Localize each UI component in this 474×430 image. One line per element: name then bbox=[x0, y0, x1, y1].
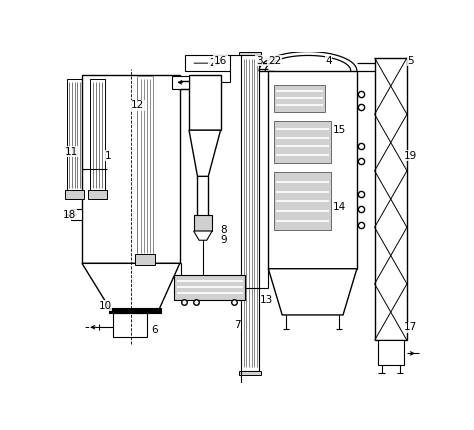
Text: 8: 8 bbox=[220, 225, 227, 235]
Bar bbox=[65, 190, 83, 200]
Text: 1: 1 bbox=[105, 150, 111, 160]
Text: 2: 2 bbox=[209, 58, 216, 68]
Bar bbox=[274, 85, 325, 112]
Text: 22: 22 bbox=[268, 56, 281, 66]
Bar bbox=[194, 215, 212, 231]
Text: 3: 3 bbox=[256, 56, 263, 66]
Polygon shape bbox=[82, 263, 180, 310]
Bar bbox=[113, 313, 147, 337]
Bar bbox=[189, 75, 220, 130]
Text: 18: 18 bbox=[63, 210, 76, 220]
Bar bbox=[274, 172, 331, 230]
Bar bbox=[239, 52, 261, 55]
Bar bbox=[90, 79, 105, 192]
Polygon shape bbox=[189, 130, 220, 176]
Bar bbox=[82, 75, 180, 263]
Text: 6: 6 bbox=[151, 326, 158, 335]
Bar bbox=[88, 190, 107, 200]
Bar bbox=[135, 254, 155, 265]
Bar bbox=[239, 371, 261, 375]
Text: 9: 9 bbox=[220, 235, 227, 245]
Bar bbox=[241, 55, 259, 371]
Bar bbox=[268, 71, 357, 269]
Text: 4: 4 bbox=[325, 56, 332, 66]
Text: 11: 11 bbox=[64, 147, 78, 157]
Bar bbox=[174, 275, 245, 300]
Bar bbox=[109, 308, 161, 313]
Bar bbox=[137, 76, 153, 256]
Bar bbox=[274, 121, 331, 163]
Bar bbox=[71, 209, 82, 220]
Text: 13: 13 bbox=[260, 295, 273, 304]
Bar bbox=[185, 55, 230, 71]
Bar bbox=[172, 76, 189, 89]
Text: 7: 7 bbox=[234, 320, 241, 330]
Text: 5: 5 bbox=[408, 56, 414, 66]
Text: 15: 15 bbox=[333, 125, 346, 135]
Text: 12: 12 bbox=[131, 101, 144, 111]
Bar bbox=[378, 341, 404, 365]
Polygon shape bbox=[194, 231, 212, 240]
Text: 16: 16 bbox=[214, 56, 227, 66]
Text: 14: 14 bbox=[333, 202, 346, 212]
Text: 17: 17 bbox=[404, 322, 418, 332]
Bar bbox=[66, 79, 82, 192]
Text: 10: 10 bbox=[99, 301, 112, 311]
Text: 19: 19 bbox=[404, 150, 418, 160]
Bar bbox=[374, 58, 407, 341]
Polygon shape bbox=[268, 269, 357, 315]
